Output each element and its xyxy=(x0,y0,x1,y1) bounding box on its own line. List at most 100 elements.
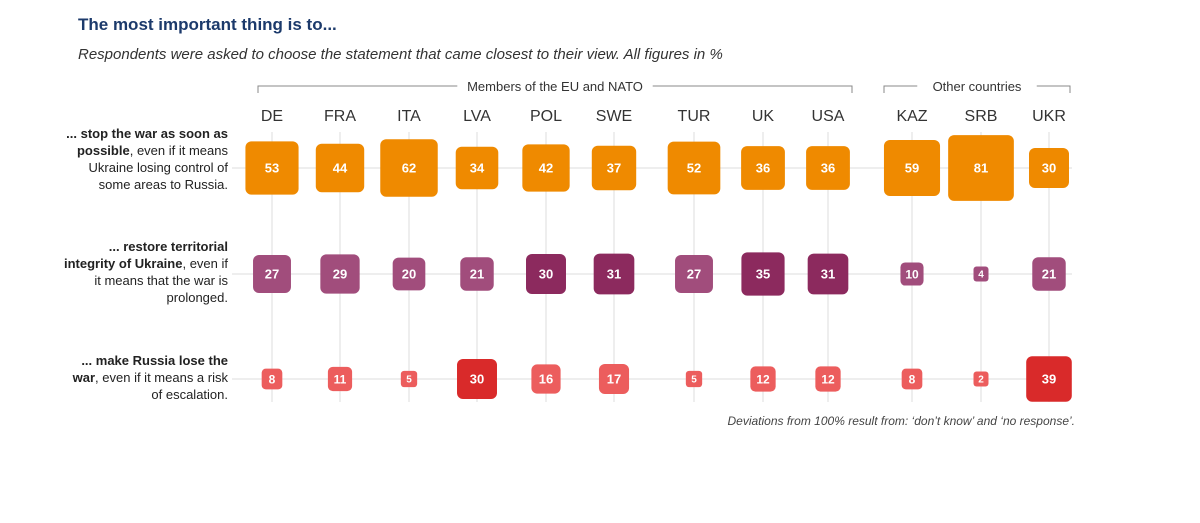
data-label: 17 xyxy=(607,372,621,387)
value-square xyxy=(1029,148,1069,188)
chart-subtitle: Respondents were asked to choose the sta… xyxy=(78,46,723,63)
data-label: 11 xyxy=(334,372,347,386)
data-label: 34 xyxy=(470,161,485,176)
value-square xyxy=(526,254,566,294)
data-label: 37 xyxy=(607,161,621,176)
value-square xyxy=(400,370,418,388)
value-square xyxy=(883,139,941,197)
value-square xyxy=(460,257,494,291)
value-square xyxy=(815,366,841,392)
value-square xyxy=(593,253,635,295)
value-square xyxy=(685,370,703,388)
value-square xyxy=(675,255,713,293)
country-label: LVA xyxy=(463,108,491,125)
country-label: ITA xyxy=(397,108,421,125)
data-label: 27 xyxy=(265,267,279,282)
data-label: 53 xyxy=(265,161,279,176)
value-square xyxy=(1032,257,1066,291)
value-square xyxy=(1026,356,1072,402)
value-square xyxy=(750,366,776,392)
data-label: 30 xyxy=(1042,161,1056,176)
data-label: 5 xyxy=(406,375,412,386)
data-label: 5 xyxy=(691,375,697,386)
row-label-restore-integrity: ... restore territorial integrity of Ukr… xyxy=(60,238,228,306)
data-label: 42 xyxy=(539,161,553,176)
value-square xyxy=(531,364,561,394)
data-label: 2 xyxy=(978,375,984,386)
row-label-stop-war: ... stop the war as soon as possible, ev… xyxy=(60,125,228,193)
data-label: 31 xyxy=(821,267,835,282)
value-square xyxy=(327,366,353,392)
row-label-bold: ... restore territorial integrity of Ukr… xyxy=(64,239,228,271)
data-label: 36 xyxy=(756,161,770,176)
country-label: DE xyxy=(261,108,283,125)
data-label: 44 xyxy=(333,161,348,176)
data-label: 81 xyxy=(974,161,988,176)
value-square xyxy=(261,368,283,390)
row-label-rest: , even if it means a risk of escalation. xyxy=(95,370,228,402)
data-label: 8 xyxy=(909,372,916,386)
value-square xyxy=(591,145,637,191)
value-square xyxy=(667,141,721,195)
data-label: 30 xyxy=(539,267,553,282)
value-square xyxy=(807,253,849,295)
row-label-russia-lose: ... make Russia lose the war, even if it… xyxy=(60,352,228,403)
value-square xyxy=(380,139,438,197)
group-bracket xyxy=(257,85,853,93)
country-label: SWE xyxy=(596,108,632,125)
value-square xyxy=(320,254,360,294)
value-square xyxy=(245,141,299,195)
data-label: 59 xyxy=(905,161,919,176)
value-square xyxy=(741,252,785,296)
country-label: FRA xyxy=(324,108,356,125)
country-label: KAZ xyxy=(896,108,927,125)
data-label: 36 xyxy=(821,161,835,176)
value-square xyxy=(806,146,850,190)
group-label: Other countries xyxy=(933,79,1022,94)
data-label: 10 xyxy=(905,267,919,281)
row-label-bold: ... stop the war as soon as possible xyxy=(66,126,228,158)
country-label: SRB xyxy=(965,108,998,125)
data-label: 62 xyxy=(402,161,416,176)
row-label-rest: , even if it means that the war is prolo… xyxy=(94,256,228,305)
data-label: 4 xyxy=(978,270,984,281)
data-label: 35 xyxy=(756,267,770,282)
data-label: 31 xyxy=(607,267,621,282)
value-square xyxy=(900,262,924,286)
group-label: Members of the EU and NATO xyxy=(467,79,643,94)
country-label: UKR xyxy=(1032,108,1066,125)
value-square xyxy=(901,368,923,390)
data-label: 12 xyxy=(821,372,835,386)
value-square xyxy=(315,143,365,193)
value-square xyxy=(948,135,1014,201)
country-label: UK xyxy=(752,108,775,125)
group-bracket xyxy=(883,85,1071,93)
value-square xyxy=(973,371,989,387)
country-label: USA xyxy=(812,108,845,125)
footnote: Deviations from 100% result from: ‘don’t… xyxy=(727,414,1075,428)
value-square xyxy=(973,266,989,282)
country-label: POL xyxy=(530,108,562,125)
data-label: 29 xyxy=(333,267,347,282)
value-square xyxy=(392,257,426,291)
value-square xyxy=(253,255,291,293)
data-label: 20 xyxy=(402,267,416,282)
value-square xyxy=(457,359,497,399)
data-label: 27 xyxy=(687,267,701,282)
value-square xyxy=(455,146,499,190)
data-label: 12 xyxy=(756,372,770,386)
data-label: 21 xyxy=(470,267,484,282)
country-label: TUR xyxy=(678,108,711,125)
chart-title: The most important thing is to... xyxy=(78,15,337,34)
data-label: 52 xyxy=(687,161,701,176)
data-label: 30 xyxy=(470,372,484,387)
data-label: 21 xyxy=(1042,267,1056,282)
data-label: 39 xyxy=(1042,372,1056,387)
row-label-bold: ... make Russia lose the war xyxy=(72,353,228,385)
data-label: 8 xyxy=(269,372,276,386)
value-square xyxy=(598,363,630,395)
data-label: 16 xyxy=(539,372,553,387)
value-square xyxy=(741,146,785,190)
value-square xyxy=(522,144,570,192)
